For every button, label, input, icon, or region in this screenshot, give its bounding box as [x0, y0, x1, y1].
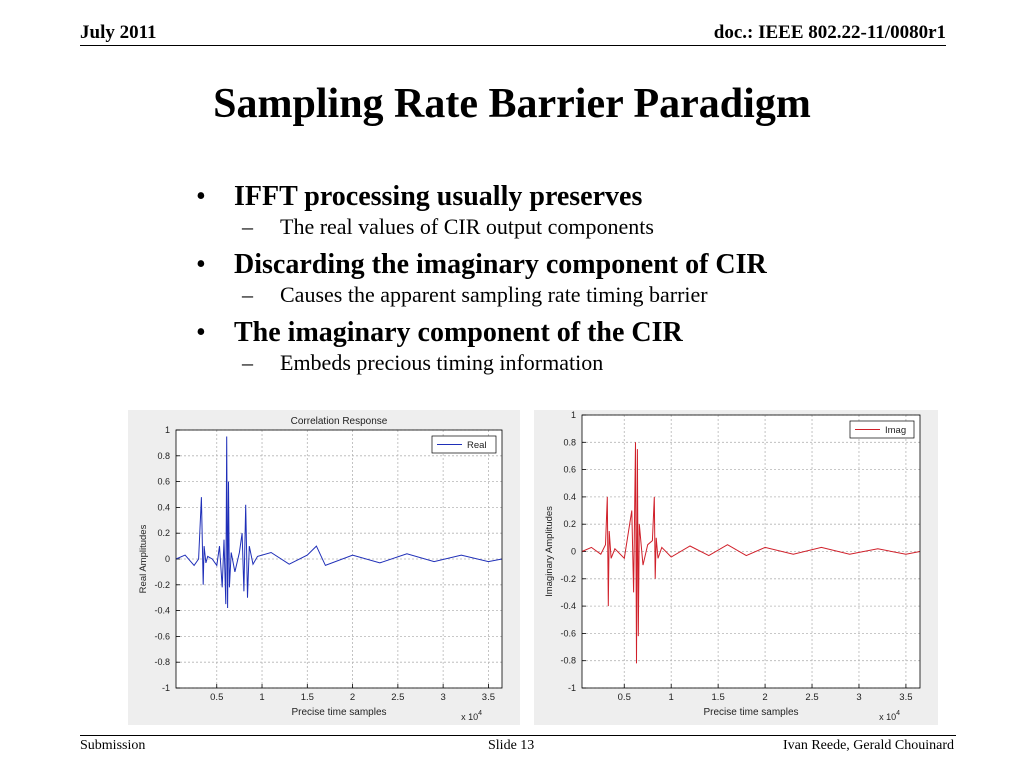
header-date: July 2011: [80, 22, 157, 43]
real-xtick-label-0: 0.5: [210, 692, 223, 703]
real-ytick-label-4: -0.2: [154, 580, 170, 590]
imag-ytick-label-2: -0.6: [560, 628, 576, 638]
imag-chart-svg: 0.5 1 1.5 2 2.5 3 3.5 -1 -0.8 -0.6 -0.4 -0.2 0 0.2 0.4…: [544, 410, 921, 722]
imag-legend-label: Imag: [885, 425, 906, 436]
imag-ytick-label-7: 0.4: [563, 492, 576, 502]
real-chart-svg: 0.5 1 1.5 2 2.5 3 3.5 -1 -0.8 -0.6 -0.4 -0.2 0 0.2 0.4…: [138, 416, 503, 722]
imag-legend-box: [849, 420, 915, 439]
real-legend: Real: [431, 435, 497, 454]
real-legend-label: Real: [467, 440, 487, 451]
real-y-axis-label: Real Amplitudes: [138, 524, 149, 593]
real-ytick-label-8: 0.6: [157, 477, 170, 487]
real-axes-frame: [175, 429, 503, 689]
imag-ytick-label-4: -0.2: [560, 574, 576, 584]
real-ytick-label-7: 0.4: [157, 502, 170, 512]
bullet-2-text: Discarding the imaginary component of CI…: [234, 249, 767, 280]
imag-xtick-label-4: 2.5: [805, 692, 818, 703]
real-ytick-label-1: -0.8: [154, 657, 170, 667]
imag-ytick-label-8: 0.6: [563, 465, 576, 475]
imag-series-line-0: [581, 442, 921, 664]
footer-rule: [80, 735, 956, 736]
real-chart-title: Correlation Response: [291, 416, 388, 427]
imag-xtick-label-1: 1: [669, 692, 674, 703]
imag-ytick-label-0: -1: [568, 683, 576, 693]
real-ytick-label-2: -0.6: [154, 631, 170, 641]
bullet-list: • IFFT processing usually preserves – The …: [196, 180, 956, 384]
bullet-1-text: IFFT processing usually preserves: [234, 181, 643, 212]
real-plot-area: [176, 430, 502, 688]
sub-bullet-2: – Causes the apparent sampling rate timin…: [242, 282, 708, 307]
imag-axes-frame: [581, 414, 921, 689]
real-legend-box: [431, 435, 497, 454]
imag-ytick-label-9: 0.8: [563, 437, 576, 447]
imag-ytick-label-10: 1: [571, 410, 576, 420]
real-series-line-0: [175, 436, 503, 609]
real-ytick-label-9: 0.8: [157, 451, 170, 461]
imag-ytick-label-5: 0: [571, 547, 576, 557]
imag-xtick-label-6: 3.5: [899, 692, 912, 703]
footer-submission: Submission: [80, 738, 146, 753]
bullet-2: • Discarding the imaginary component of C…: [196, 249, 767, 280]
bullet-3: • The imaginary component of the CIR: [196, 317, 683, 348]
sub-bullet-3-text: Embeds precious timing information: [280, 350, 604, 375]
imag-xtick-label-3: 2: [762, 692, 767, 703]
real-ytick-label-6: 0.2: [157, 528, 170, 538]
real-ytick-label-5: 0: [165, 554, 170, 564]
imag-legend: Imag: [849, 420, 915, 439]
imag-ytick-label-3: -0.4: [560, 601, 576, 611]
real-correlation-chart: 0.5 1 1.5 2 2.5 3 3.5 -1 -0.8 -0.6 -0.4 -0.2 0 0.2 0.4…: [128, 410, 520, 725]
header-doc-id: doc.: IEEE 802.22-11/0080r1: [713, 22, 946, 43]
imag-xtick-label-0: 0.5: [618, 692, 631, 703]
footer-authors: Ivan Reede, Gerald Chouinard: [782, 738, 954, 753]
real-x-multiplier: x 104: [461, 710, 482, 722]
sub-bullet-1-text: The real values of CIR output components: [280, 214, 654, 239]
real-ytick-label-10: 1: [165, 425, 170, 435]
imag-xtick-label-5: 3: [856, 692, 861, 703]
imag-ytick-label-6: 0.2: [563, 519, 576, 529]
real-xtick-label-6: 3.5: [482, 692, 495, 703]
real-xtick-label-2: 1.5: [301, 692, 314, 703]
real-ytick-label-0: -1: [162, 683, 170, 693]
sub-bullet-1: – The real values of CIR output component…: [242, 214, 654, 239]
sub-bullet-2-text: Causes the apparent sampling rate timing…: [280, 282, 708, 307]
imag-x-axis-label: Precise time samples: [703, 707, 798, 718]
real-xtick-label-5: 3: [440, 692, 445, 703]
imag-x-multiplier: x 104: [879, 710, 900, 722]
real-x-multiplier-exp: 4: [478, 710, 482, 717]
imag-ytick-label-1: -0.8: [560, 656, 576, 666]
sub-bullet-3: – Embeds precious timing information: [242, 350, 604, 375]
imag-y-axis-label: Imaginary Amplitudes: [544, 506, 555, 597]
bullet-1: • IFFT processing usually preserves: [196, 181, 643, 212]
imag-xtick-label-2: 1.5: [712, 692, 725, 703]
footer-slide-number: Slide 13: [488, 738, 535, 753]
slide-title: Sampling Rate Barrier Paradigm: [213, 81, 811, 127]
header-rule: [80, 45, 946, 46]
real-x-axis-label: Precise time samples: [291, 707, 386, 718]
real-ytick-label-3: -0.4: [154, 606, 170, 616]
real-xtick-label-3: 2: [350, 692, 355, 703]
real-xtick-label-4: 2.5: [391, 692, 404, 703]
imag-x-multiplier-exp: 4: [896, 710, 900, 717]
imag-correlation-chart: 0.5 1 1.5 2 2.5 3 3.5 -1 -0.8 -0.6 -0.4 -0.2 0 0.2 0.4…: [534, 410, 938, 725]
real-xtick-label-1: 1: [259, 692, 264, 703]
bullet-3-text: The imaginary component of the CIR: [234, 317, 683, 348]
